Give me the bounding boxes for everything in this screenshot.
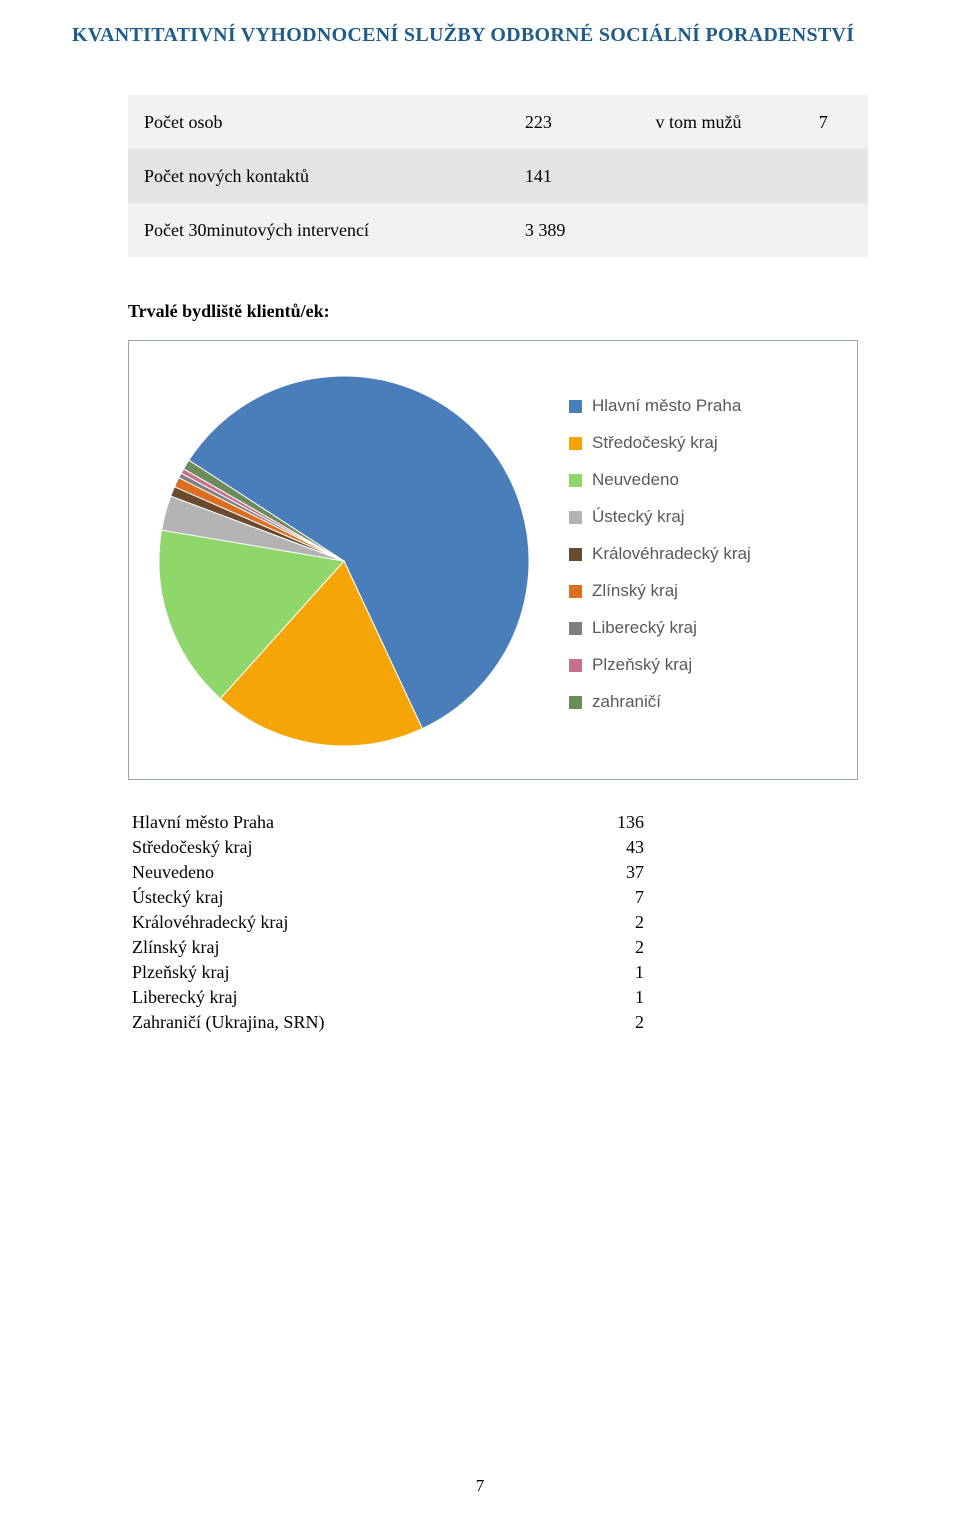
table-row: Liberecký kraj1 (128, 985, 648, 1010)
legend-item: Královéhradecký kraj (569, 544, 751, 564)
legend-swatch (569, 511, 582, 524)
legend-swatch (569, 548, 582, 561)
table-row: Středočeský kraj43 (128, 835, 648, 860)
stats-value: 141 (509, 149, 640, 203)
legend-swatch (569, 474, 582, 487)
stats-extra-label (639, 203, 802, 257)
residence-value: 43 (574, 835, 648, 860)
stats-extra-label: v tom mužů (639, 95, 802, 149)
page-number: 7 (0, 1476, 960, 1496)
residence-label: Zlínský kraj (128, 935, 574, 960)
legend-label: Plzeňský kraj (592, 655, 692, 675)
table-row: Hlavní město Praha136 (128, 810, 648, 835)
legend-label: Středočeský kraj (592, 433, 718, 453)
residence-label: Zahraničí (Ukrajina, SRN) (128, 1010, 574, 1035)
stats-row: Počet 30minutových intervencí3 389 (128, 203, 868, 257)
legend-swatch (569, 400, 582, 413)
stats-value: 3 389 (509, 203, 640, 257)
legend-item: Zlínský kraj (569, 581, 751, 601)
residence-value: 2 (574, 910, 648, 935)
residence-heading: Trvalé bydliště klientů/ek: (128, 301, 888, 322)
residence-value: 7 (574, 885, 648, 910)
pie-chart-container: Hlavní město Praha Středočeský kraj Neuved… (128, 340, 858, 780)
legend-label: Liberecký kraj (592, 618, 697, 638)
legend-item: Ústecký kraj (569, 507, 751, 527)
legend-swatch (569, 585, 582, 598)
residence-value: 2 (574, 935, 648, 960)
legend-label: Neuvedeno (592, 470, 679, 490)
legend-label: Hlavní město Praha (592, 396, 741, 416)
residence-value: 2 (574, 1010, 648, 1035)
table-row: Zahraničí (Ukrajina, SRN)2 (128, 1010, 648, 1035)
legend-item: Hlavní město Praha (569, 396, 751, 416)
legend-label: Královéhradecký kraj (592, 544, 751, 564)
legend-swatch (569, 437, 582, 450)
table-row: Ústecký kraj7 (128, 885, 648, 910)
legend-swatch (569, 696, 582, 709)
legend-swatch (569, 659, 582, 672)
stats-value: 223 (509, 95, 640, 149)
stats-label: Počet 30minutových intervencí (128, 203, 509, 257)
table-row: Zlínský kraj2 (128, 935, 648, 960)
legend-label: Zlínský kraj (592, 581, 678, 601)
residence-value: 37 (574, 860, 648, 885)
residence-label: Neuvedeno (128, 860, 574, 885)
stats-row: Počet nových kontaktů141 (128, 149, 868, 203)
residence-data-table: Hlavní město Praha136Středočeský kraj43N… (128, 810, 648, 1035)
pie-chart (159, 376, 529, 746)
stats-table: Počet osob223v tom mužů7Počet nových kon… (128, 95, 868, 257)
stats-label: Počet osob (128, 95, 509, 149)
table-row: Plzeňský kraj1 (128, 960, 648, 985)
stats-extra-value (803, 149, 868, 203)
residence-label: Liberecký kraj (128, 985, 574, 1010)
legend-item: Středočeský kraj (569, 433, 751, 453)
legend-label: Ústecký kraj (592, 507, 685, 527)
residence-label: Královéhradecký kraj (128, 910, 574, 935)
residence-value: 1 (574, 985, 648, 1010)
legend-item: Plzeňský kraj (569, 655, 751, 675)
residence-label: Hlavní město Praha (128, 810, 574, 835)
table-row: Neuvedeno37 (128, 860, 648, 885)
stats-extra-label (639, 149, 802, 203)
legend-item: zahraničí (569, 692, 751, 712)
residence-label: Středočeský kraj (128, 835, 574, 860)
stats-label: Počet nových kontaktů (128, 149, 509, 203)
legend-swatch (569, 622, 582, 635)
legend-label: zahraničí (592, 692, 661, 712)
residence-label: Plzeňský kraj (128, 960, 574, 985)
pie-legend: Hlavní město Praha Středočeský kraj Neuved… (569, 396, 751, 729)
stats-extra-value: 7 (803, 95, 868, 149)
stats-row: Počet osob223v tom mužů7 (128, 95, 868, 149)
page-title: KVANTITATIVNÍ VYHODNOCENÍ SLUŽBY ODBORNÉ… (72, 24, 888, 47)
legend-item: Liberecký kraj (569, 618, 751, 638)
stats-extra-value (803, 203, 868, 257)
legend-item: Neuvedeno (569, 470, 751, 490)
residence-value: 1 (574, 960, 648, 985)
table-row: Královéhradecký kraj2 (128, 910, 648, 935)
residence-label: Ústecký kraj (128, 885, 574, 910)
residence-value: 136 (574, 810, 648, 835)
